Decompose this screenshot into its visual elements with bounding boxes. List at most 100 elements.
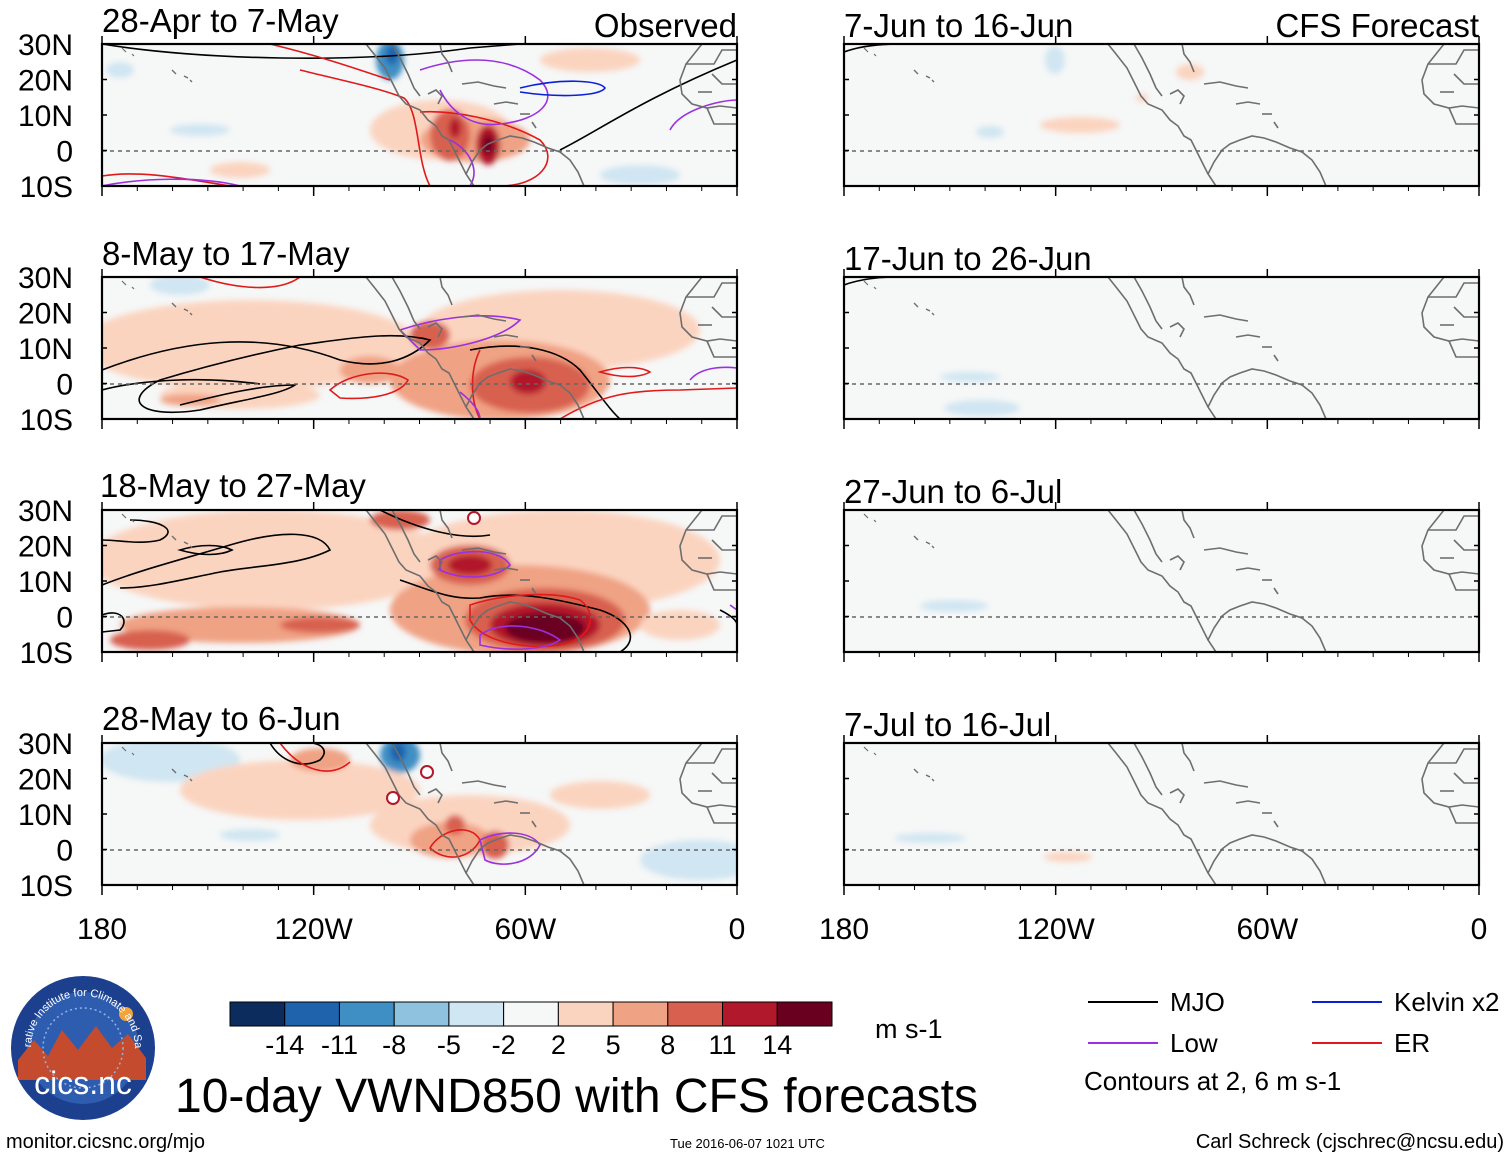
lat-tick-label: 10N [18, 566, 73, 599]
colorbar-tick-label: -5 [437, 1030, 461, 1060]
panel-period-label: 18-May to 27-May [100, 467, 366, 504]
lon-tick-label: 60W [1236, 913, 1298, 946]
map-background [844, 743, 1479, 885]
colorbar-swatch [229, 1001, 286, 1027]
map-background [844, 44, 1479, 186]
forecast-panel-1: 7-Jun to 16-Jun CFS Forecast [842, 7, 1481, 188]
latitude-axes: 30N20N10N010S30N20N10N010S30N20N10N010S3… [18, 29, 1479, 903]
vwnd-shading [102, 510, 720, 652]
lat-tick-label: 10N [18, 100, 73, 133]
lat-tick-label: 0 [56, 602, 73, 635]
lat-tick-label: 30N [18, 495, 73, 528]
panel-period-label: 7-Jul to 16-Jul [844, 706, 1051, 743]
colorbar: -14 -11 -8 -5 -2 2 5 8 11 14 [229, 1001, 833, 1060]
tc-marker [386, 791, 400, 805]
lat-tick-label: 30N [18, 728, 73, 761]
legend-label: MJO [1170, 987, 1225, 1017]
colorbar-swatch [503, 1001, 559, 1027]
colorbar-swatch [557, 1001, 614, 1027]
observed-panel-1: 28-Apr to 7-May Observed [100, 2, 739, 188]
longitude-axes: 180 120W 60W 0 180 120W 60W 0 [77, 36, 1487, 946]
colorbar-tick-label: -14 [265, 1030, 304, 1060]
lon-tick-label: 180 [819, 913, 869, 946]
lat-tick-label: 10S [20, 637, 73, 670]
lat-tick-label: 20N [18, 531, 73, 564]
wave-contours [102, 44, 737, 186]
vwnd-shading [920, 600, 988, 612]
figure-title: 10-day VWND850 with CFS forecasts [175, 1070, 978, 1123]
colorbar-swatch [667, 1001, 724, 1027]
colorbar-unit: m s-1 [875, 1014, 943, 1044]
lat-tick-label: 10N [18, 799, 73, 832]
panel-period-label: 28-May to 6-Jun [102, 700, 340, 737]
timestamp: Tue 2016-06-07 1021 UTC [670, 1136, 825, 1151]
colorbar-tick-label: 2 [551, 1030, 566, 1060]
tc-marker [420, 765, 434, 779]
lat-tick-label: 30N [18, 29, 73, 62]
tc-marker [467, 511, 481, 525]
colorbar-tick-label: -2 [492, 1030, 516, 1060]
lat-tick-label: 10S [20, 171, 73, 204]
forecast-column-label: CFS Forecast [1275, 7, 1479, 44]
author-credit: Carl Schreck (cjschrec@ncsu.edu) [1196, 1131, 1504, 1153]
contours-note: Contours at 2, 6 m s-1 [1084, 1066, 1341, 1096]
lon-tick-label: 60W [494, 913, 556, 946]
observed-panel-3: 18-May to 27-May [100, 467, 739, 654]
colorbar-swatch [722, 1001, 778, 1027]
source-url: monitor.cicsnc.org/mjo [6, 1131, 205, 1153]
colorbar-swatch [776, 1001, 833, 1027]
vwnd-shading [894, 833, 1092, 862]
lon-tick-label: 0 [1471, 913, 1488, 946]
colorbar-tick-label: 5 [606, 1030, 621, 1060]
lon-tick-label: 120W [274, 913, 353, 946]
wave-contours [269, 743, 541, 865]
wave-contours [102, 277, 737, 419]
forecast-panel-4: 7-Jul to 16-Jul [842, 706, 1481, 887]
lat-tick-label: 0 [56, 369, 73, 402]
legend-label: Low [1170, 1028, 1218, 1058]
colorbar-tick-label: 11 [709, 1030, 737, 1060]
colorbar-swatch [393, 1001, 450, 1027]
vwnd-shading [976, 46, 1204, 138]
colorbar-tick-label: -11 [321, 1030, 358, 1060]
wave-contours [102, 510, 737, 652]
observed-column-label: Observed [594, 7, 737, 44]
panel-period-label: 27-Jun to 6-Jul [844, 473, 1062, 510]
panel-period-label: 8-May to 17-May [102, 235, 350, 272]
colorbar-tick-label: 8 [660, 1030, 675, 1060]
observed-panel-4: 28-May to 6-Jun [100, 700, 739, 887]
lon-tick-label: 180 [77, 913, 127, 946]
map-background [844, 510, 1479, 652]
vwnd-shading [940, 372, 1020, 416]
colorbar-tick-label: -8 [382, 1030, 406, 1060]
forecast-panel-2: 17-Jun to 26-Jun [842, 240, 1481, 421]
colorbar-swatch [338, 1001, 395, 1027]
panel-period-label: 17-Jun to 26-Jun [844, 240, 1092, 277]
panel-period-label: 28-Apr to 7-May [102, 2, 339, 39]
colorbar-tick-label: 14 [762, 1030, 792, 1060]
colorbar-swatch [612, 1001, 669, 1027]
map-background [844, 277, 1479, 419]
colorbar-swatch [284, 1001, 340, 1027]
logo-text: cics.nc [34, 1065, 132, 1101]
panel-period-label: 7-Jun to 16-Jun [844, 7, 1073, 44]
colorbar-swatch [448, 1001, 505, 1027]
lon-tick-label: 0 [729, 913, 746, 946]
legend-label: Kelvin x2 [1394, 987, 1500, 1017]
legend: MJO Kelvin x2 Low ER [1088, 987, 1500, 1058]
lat-tick-label: 0 [56, 835, 73, 868]
lon-tick-label: 120W [1016, 913, 1095, 946]
lat-tick-label: 10S [20, 870, 73, 903]
lat-tick-label: 20N [18, 65, 73, 98]
lat-tick-label: 0 [56, 136, 73, 169]
forecast-panel-3: 27-Jun to 6-Jul [842, 473, 1481, 654]
observed-panel-2: 8-May to 17-May [100, 235, 739, 421]
lat-tick-label: 10S [20, 404, 73, 437]
lat-tick-label: 10N [18, 333, 73, 366]
lat-tick-label: 20N [18, 764, 73, 797]
legend-label: ER [1394, 1028, 1430, 1058]
lat-tick-label: 20N [18, 298, 73, 331]
lat-tick-label: 30N [18, 262, 73, 295]
vwnd-shading [106, 44, 680, 185]
